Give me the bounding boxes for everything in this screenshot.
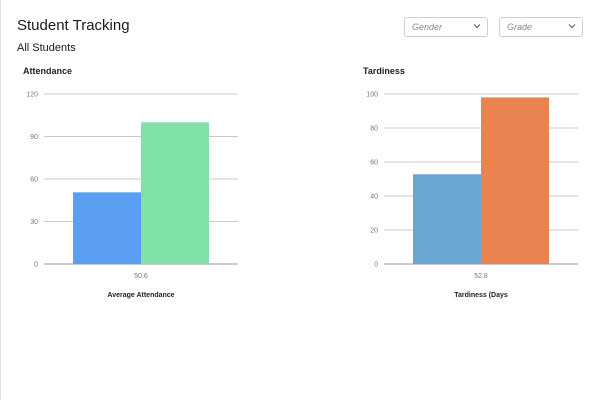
window-edge	[0, 0, 1, 400]
tardiness-y-tick-label: 60	[370, 160, 378, 167]
tardiness-x-category-label: 52.8	[474, 273, 488, 280]
tardiness-chart-title: Tardiness	[363, 66, 405, 76]
tardiness-bar-0	[413, 174, 481, 264]
chevron-down-icon	[568, 24, 576, 29]
section-subtitle: All Students	[17, 42, 76, 54]
tardiness-bar-1	[481, 97, 549, 265]
attendance-chart-title: Attendance	[23, 66, 73, 76]
chevron-down-icon	[473, 24, 481, 29]
tardiness-y-tick-label: 20	[370, 228, 378, 235]
grade-dropdown[interactable]: Grade	[499, 17, 583, 37]
attendance-x-axis-title: Average Attendance	[107, 292, 174, 299]
attendance-x-category-label: 50.6	[134, 273, 148, 280]
attendance-y-tick-label: 30	[30, 219, 38, 226]
attendance-bar-1	[141, 122, 209, 264]
tardiness-y-tick-label: 0	[374, 262, 378, 269]
attendance-y-tick-label: 0	[34, 262, 38, 269]
page-title: Student Tracking	[17, 17, 130, 34]
attendance-y-tick-label: 60	[30, 177, 38, 184]
tardiness-y-tick-label: 100	[366, 92, 378, 99]
gender-dropdown[interactable]: Gender	[404, 17, 488, 37]
gender-dropdown-placeholder: Gender	[412, 22, 443, 32]
grade-dropdown-placeholder: Grade	[507, 22, 533, 32]
tardiness-y-tick-label: 40	[370, 194, 378, 201]
attendance-y-tick-label: 120	[26, 92, 38, 99]
tardiness-y-tick-label: 80	[370, 126, 378, 133]
tardiness-x-axis-title: Tardiness (Days	[454, 292, 508, 299]
attendance-y-tick-label: 90	[30, 134, 38, 141]
attendance-bar-0	[73, 192, 141, 264]
